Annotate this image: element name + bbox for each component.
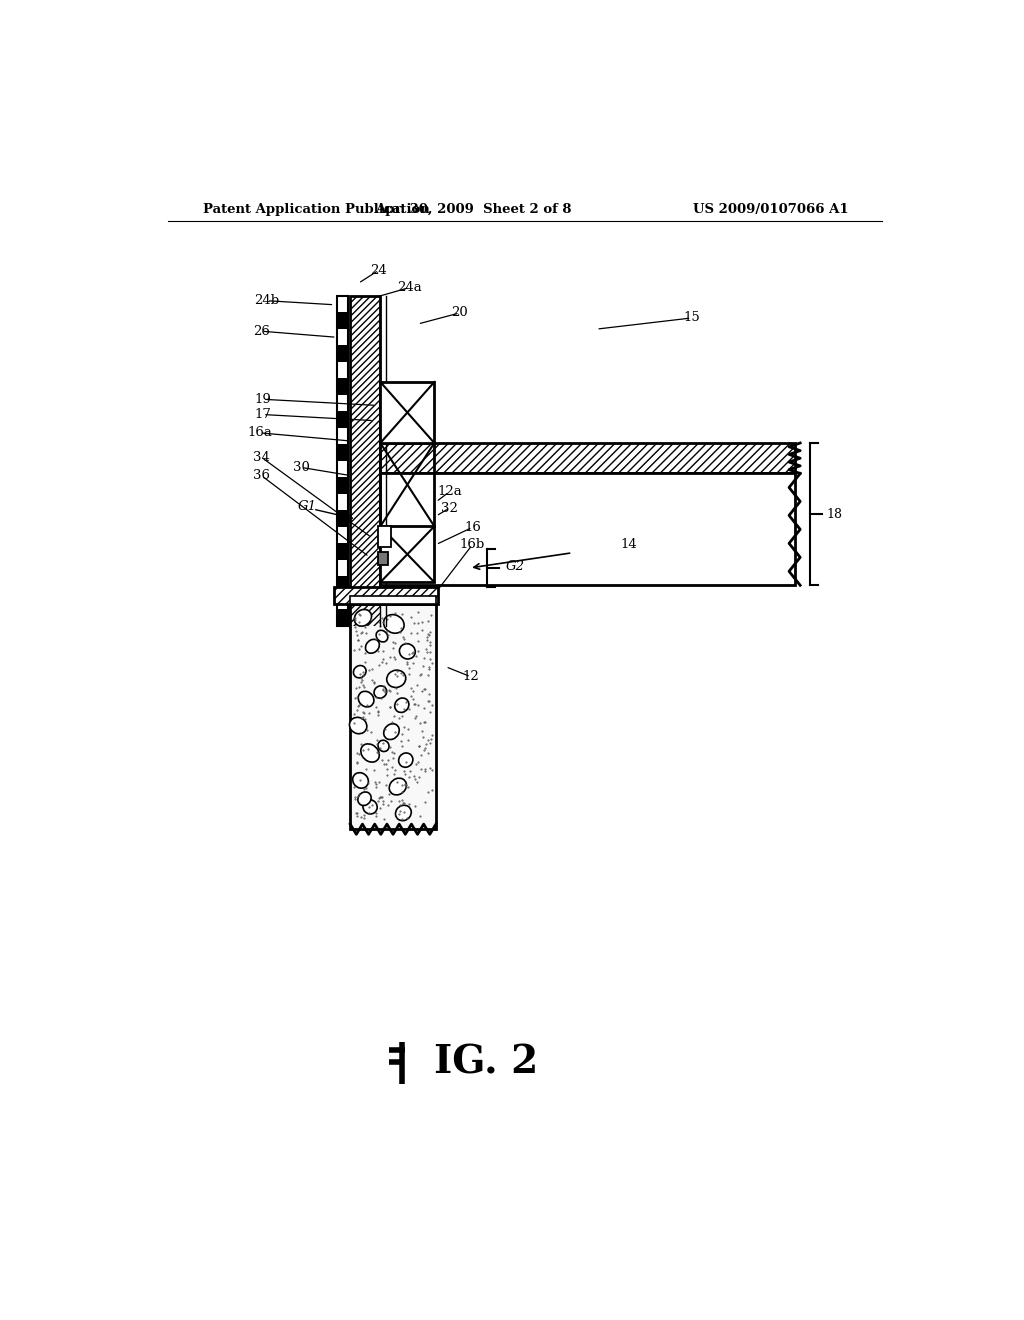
Ellipse shape bbox=[399, 644, 416, 659]
Bar bbox=[337, 345, 348, 362]
Ellipse shape bbox=[395, 805, 412, 821]
Ellipse shape bbox=[360, 744, 379, 762]
Text: 24: 24 bbox=[371, 264, 387, 277]
Bar bbox=[380, 444, 795, 474]
Text: Apr. 30, 2009  Sheet 2 of 8: Apr. 30, 2009 Sheet 2 of 8 bbox=[375, 203, 571, 215]
Text: 20: 20 bbox=[452, 306, 468, 319]
Ellipse shape bbox=[358, 692, 374, 708]
Ellipse shape bbox=[353, 665, 366, 678]
Ellipse shape bbox=[357, 792, 371, 805]
Bar bbox=[337, 412, 348, 428]
Bar bbox=[337, 478, 348, 494]
Ellipse shape bbox=[349, 717, 367, 734]
Bar bbox=[378, 552, 388, 565]
Text: 36: 36 bbox=[253, 469, 270, 482]
Bar bbox=[380, 474, 795, 585]
Text: 16b: 16b bbox=[460, 539, 485, 552]
Text: 24a: 24a bbox=[397, 281, 422, 294]
Bar bbox=[350, 296, 380, 626]
Bar bbox=[337, 296, 348, 626]
Ellipse shape bbox=[362, 800, 377, 814]
Text: 18: 18 bbox=[826, 508, 843, 520]
Bar bbox=[337, 577, 348, 593]
Bar bbox=[350, 597, 436, 603]
Bar bbox=[380, 444, 795, 474]
Text: 26: 26 bbox=[253, 325, 269, 338]
Text: 16a: 16a bbox=[248, 426, 272, 440]
Text: 12a: 12a bbox=[437, 486, 462, 498]
Text: 12: 12 bbox=[463, 671, 479, 684]
Ellipse shape bbox=[389, 779, 407, 795]
Bar bbox=[337, 511, 348, 527]
Text: US 2009/0107066 A1: US 2009/0107066 A1 bbox=[693, 203, 849, 215]
Ellipse shape bbox=[394, 698, 409, 713]
Bar bbox=[380, 381, 434, 444]
Text: 17: 17 bbox=[255, 408, 271, 421]
Bar bbox=[350, 296, 380, 626]
Ellipse shape bbox=[398, 752, 413, 767]
Text: IG. 2: IG. 2 bbox=[433, 1044, 538, 1082]
Bar bbox=[337, 610, 348, 626]
Ellipse shape bbox=[376, 630, 388, 642]
Bar bbox=[378, 527, 391, 546]
Ellipse shape bbox=[384, 723, 399, 739]
Bar bbox=[337, 312, 348, 329]
Text: G1: G1 bbox=[298, 499, 316, 512]
Text: 19: 19 bbox=[255, 393, 271, 405]
Text: 24b: 24b bbox=[254, 294, 280, 308]
Ellipse shape bbox=[374, 686, 387, 698]
Bar bbox=[350, 603, 436, 829]
Ellipse shape bbox=[384, 615, 404, 634]
Bar bbox=[337, 445, 348, 461]
Ellipse shape bbox=[354, 610, 372, 626]
Text: 14: 14 bbox=[620, 539, 637, 552]
Bar bbox=[334, 587, 437, 603]
Text: 16: 16 bbox=[464, 521, 481, 533]
Ellipse shape bbox=[366, 639, 379, 653]
Text: 34: 34 bbox=[253, 450, 269, 463]
Ellipse shape bbox=[352, 772, 369, 788]
Bar bbox=[337, 544, 348, 560]
Text: 30: 30 bbox=[293, 461, 309, 474]
Text: 15: 15 bbox=[683, 312, 699, 325]
Ellipse shape bbox=[378, 741, 389, 751]
Text: 32: 32 bbox=[441, 502, 458, 515]
Bar bbox=[380, 527, 434, 582]
Text: Patent Application Publication: Patent Application Publication bbox=[204, 203, 430, 215]
Bar bbox=[334, 587, 437, 603]
Bar bbox=[337, 379, 348, 395]
Ellipse shape bbox=[387, 671, 406, 688]
Text: G2: G2 bbox=[506, 561, 524, 573]
